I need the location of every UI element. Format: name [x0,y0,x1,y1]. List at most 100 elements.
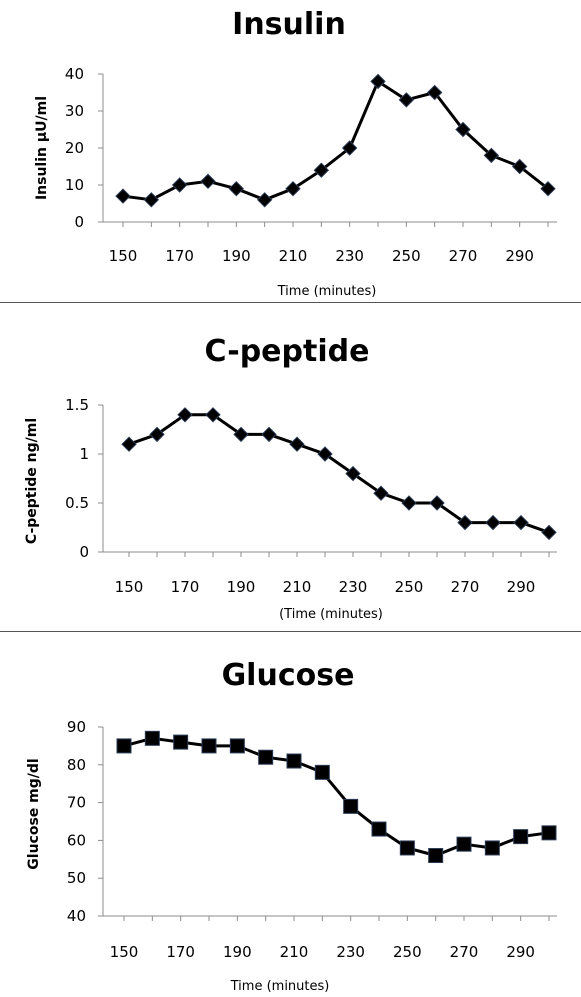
x-axis-label: Time (minutes) [230,979,330,994]
series-line [123,736,550,857]
data-point [149,426,165,443]
x-tick-label: 150 [110,943,139,961]
x-tick-label: 270 [451,578,480,596]
y-tick-label: 0.5 [65,494,89,512]
x-tick-label: 210 [283,578,312,596]
data-point [171,177,188,193]
y-tick-label: 40 [67,907,86,925]
data-point [286,753,302,769]
data-point [513,514,529,531]
y-tick-label: 1.5 [65,396,89,414]
chart-title: Glucose [222,658,355,693]
data-point [121,436,137,452]
y-tick-label: 50 [67,869,86,887]
x-tick-label: 170 [171,578,200,596]
c-peptide-chart: C-peptide C-peptide ng/ml (Time (minutes… [24,334,557,622]
x-tick-label: 270 [450,943,479,961]
y-tick-label: 10 [65,176,84,194]
data-point [485,514,501,531]
x-tick-label: 270 [449,247,478,265]
y-axis-label: Insulin µU/ml [34,96,50,200]
x-tick-label: 290 [506,943,535,961]
data-point [229,738,245,754]
data-point [258,749,274,765]
x-axis-label: (Time (minutes) [279,607,383,622]
data-point [429,495,445,511]
data-point [511,158,528,175]
data-point [143,192,160,208]
data-point [314,764,330,780]
x-tick-label: 250 [393,943,422,961]
panel-divider [0,631,581,632]
data-point [115,188,131,204]
y-tick-label: 70 [67,794,86,812]
data-point [343,798,359,814]
x-tick-label: 250 [395,578,424,596]
data-point [285,180,301,197]
data-point [313,162,330,178]
x-tick-label: 170 [166,943,195,961]
data-point [399,840,415,856]
y-tick-label: 90 [67,718,86,736]
x-tick-label: 210 [279,247,308,265]
chart-title: Insulin [232,7,346,42]
x-tick-label: 190 [227,578,256,596]
x-tick-label: 230 [339,578,368,596]
y-axis-label: C-peptide ng/ml [24,418,40,544]
data-point [540,180,556,197]
y-tick-label: 30 [65,102,84,120]
panel-divider [0,302,581,303]
x-tick-label: 190 [222,247,251,265]
y-axis-label: Glucose mg/dl [26,758,42,869]
data-point [205,407,221,423]
insulin-chart-panel: Insulin Insulin µU/ml Time (minutes) 0 10… [0,0,581,302]
x-axis-label: Time (minutes) [277,284,377,299]
insulin-chart: Insulin Insulin µU/ml Time (minutes) 0 10… [34,7,557,299]
data-point [256,192,273,208]
data-point [373,485,389,501]
x-tick-label: 210 [280,943,309,961]
c-peptide-chart-panel: C-peptide C-peptide ng/ml (Time (minutes… [0,304,581,631]
y-tick-label: 80 [67,756,86,774]
data-point [483,147,500,164]
data-point [261,426,277,443]
y-tick-label: 0 [74,213,84,231]
data-point [484,840,500,856]
data-point [200,173,216,190]
data-point [457,514,473,531]
data-point [345,465,361,482]
x-tick-label: 290 [505,247,534,265]
x-tick-label: 170 [165,247,194,265]
data-point [401,495,417,511]
x-tick-label: 290 [507,578,536,596]
y-tick-label: 0 [79,543,89,561]
x-tick-label: 230 [336,943,365,961]
data-point [173,734,189,750]
y-tick-label: 40 [65,65,84,83]
data-point [426,84,443,101]
series-line [122,79,549,202]
data-point [177,407,193,423]
glucose-chart: Glucose Glucose mg/dl Time (minutes) 40 5… [26,658,557,994]
x-tick-label: 190 [223,943,252,961]
data-point [428,848,444,864]
chart-title: C-peptide [205,334,370,369]
series-line [128,413,550,534]
data-point [541,524,557,541]
data-point [233,426,249,443]
data-point [398,92,415,108]
data-point [370,73,386,90]
data-point [541,825,557,841]
data-point [317,446,333,462]
y-tick-label: 1 [79,445,89,463]
x-tick-label: 150 [109,247,138,265]
y-tick-label: 60 [67,831,86,849]
data-point [371,821,387,837]
data-point [456,836,472,852]
glucose-chart-panel: Glucose Glucose mg/dl Time (minutes) 40 5… [0,633,581,997]
data-point [201,738,217,754]
x-tick-label: 250 [392,247,421,265]
data-point [116,738,132,754]
data-point [228,180,245,197]
data-point [289,436,305,452]
